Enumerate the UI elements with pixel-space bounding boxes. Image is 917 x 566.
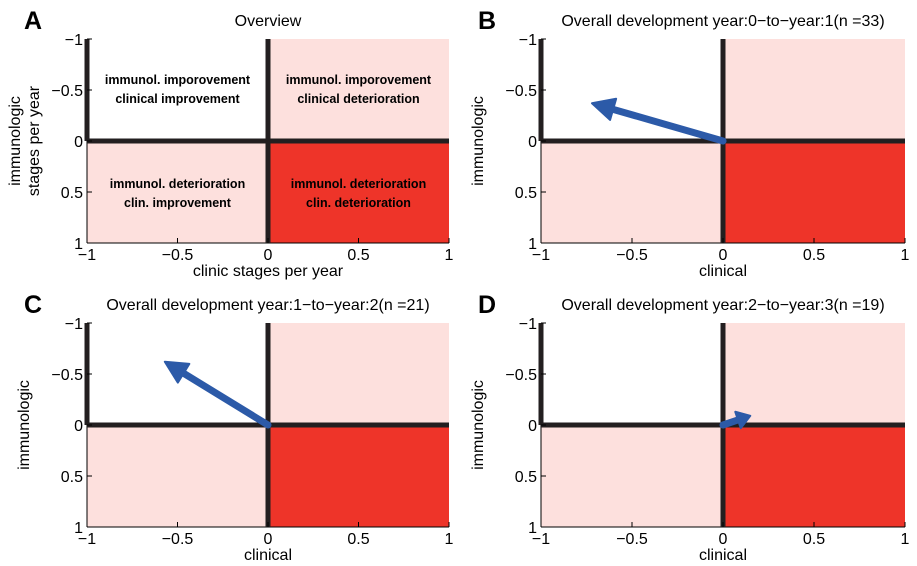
x-tick-label: 0 <box>264 247 273 264</box>
y-tick-label: −0.5 <box>505 367 537 384</box>
x-tick-label: −1 <box>532 531 550 548</box>
quadrant-bottom-left <box>87 425 268 527</box>
y-tick-label: 0 <box>74 134 83 151</box>
y-axis-label: stages per year <box>26 85 43 196</box>
x-tick-label: −0.5 <box>162 531 194 548</box>
x-tick-label: 0 <box>719 531 728 548</box>
y-tick-label: −1 <box>519 32 537 49</box>
y-tick-label: −1 <box>65 316 83 333</box>
y-axis-label: immunologic <box>7 96 24 186</box>
quadrant-top-right <box>268 39 449 141</box>
y-tick-label: 0 <box>528 134 537 151</box>
x-tick-label: 0.5 <box>347 531 369 548</box>
x-tick-label: 1 <box>901 531 910 548</box>
x-tick-label: 0.5 <box>803 247 825 264</box>
arrow-shaft <box>609 105 727 145</box>
quadrant-bottom-left <box>541 141 723 243</box>
panel-title: Overall development year:0−to−year:1(n =… <box>561 13 884 30</box>
panel-b: −1 −1 −0.5 −0.5 0 0 0.5 0.5 1 1 B Overall developme… <box>470 7 910 280</box>
panel-c: −1 −1 −0.5 −0.5 0 0 0.5 0.5 1 1 C Overall developme… <box>16 291 454 564</box>
x-tick-label: 1 <box>445 531 454 548</box>
arrow-head <box>163 360 191 384</box>
y-tick-label: 0 <box>74 418 83 435</box>
x-axis-label: clinical <box>699 547 747 564</box>
panel-letter: A <box>24 7 42 35</box>
y-tick-label: 1 <box>528 236 537 253</box>
arrow-head <box>734 410 752 430</box>
quadrant-bottom-right <box>268 425 449 527</box>
y-tick-label: −0.5 <box>51 367 83 384</box>
x-tick-label: −0.5 <box>616 247 648 264</box>
quadrant-label-bottom-left: immunol. deterioration <box>110 177 245 191</box>
quadrant-label-bottom-left: clin. improvement <box>124 196 232 210</box>
y-tick-label: 0.5 <box>61 185 83 202</box>
y-tick-label: 0.5 <box>515 469 537 486</box>
quadrant-label-bottom-right: immunol. deterioration <box>291 177 426 191</box>
y-tick-label: 0.5 <box>61 469 83 486</box>
y-axis-label: immunologic <box>470 380 487 470</box>
panel-title: Overall development year:1−to−year:2(n =… <box>106 297 429 314</box>
x-tick-label: −1 <box>78 247 96 264</box>
x-tick-label: 0.5 <box>347 247 369 264</box>
panel-letter: C <box>24 291 42 319</box>
x-tick-label: 1 <box>445 247 454 264</box>
quadrant-bottom-right <box>723 141 905 243</box>
x-tick-label: −1 <box>532 247 550 264</box>
y-axis-label: immunologic <box>16 380 33 470</box>
panel-letter: D <box>478 291 496 319</box>
y-tick-label: 1 <box>74 236 83 253</box>
quadrant-label-top-left: clinical improvement <box>115 92 240 106</box>
quadrant-top-left <box>541 323 723 425</box>
panel-d: −1 −1 −0.5 −0.5 0 0 0.5 0.5 1 1 D Overall developme… <box>470 291 910 564</box>
y-tick-label: 1 <box>74 520 83 537</box>
quadrant-label-top-right: clinical deterioration <box>297 92 419 106</box>
quadrant-top-right <box>723 39 905 141</box>
x-tick-label: 0.5 <box>803 531 825 548</box>
quadrant-top-right <box>268 323 449 425</box>
arrow-shaft <box>719 416 742 429</box>
panel-title: Overview <box>235 13 302 30</box>
quadrant-top-left <box>541 39 723 141</box>
y-tick-label: −0.5 <box>51 83 83 100</box>
quadrant-bottom-right <box>268 141 449 243</box>
panel-title: Overall development year:2−to−year:3(n =… <box>561 297 884 314</box>
x-tick-label: −0.5 <box>162 247 194 264</box>
y-tick-label: −1 <box>65 32 83 49</box>
x-tick-label: 1 <box>901 247 910 264</box>
quadrant-bottom-left <box>541 425 723 527</box>
x-axis-label: clinic stages per year <box>193 263 344 280</box>
y-tick-label: 0 <box>528 418 537 435</box>
panel-a: −1 −1 −0.5 −0.5 0 0 0.5 0.5 1 1 A Overview clinic st… <box>7 7 454 280</box>
quadrant-bottom-right <box>723 425 905 527</box>
y-tick-label: −1 <box>519 316 537 333</box>
panel-letter: B <box>478 7 496 35</box>
y-axis-label: immunologic <box>470 96 487 186</box>
y-tick-label: 0.5 <box>515 185 537 202</box>
x-tick-label: −1 <box>78 531 96 548</box>
quadrant-label-top-left: immunol. imporovement <box>105 73 251 87</box>
y-tick-label: −0.5 <box>505 83 537 100</box>
arrow-head <box>590 97 618 121</box>
quadrant-top-right <box>723 323 905 425</box>
x-tick-label: 0 <box>719 247 728 264</box>
x-axis-label: clinical <box>244 547 292 564</box>
quadrant-label-top-right: immunol. imporovement <box>286 73 432 87</box>
quadrant-label-bottom-right: clin. deterioration <box>306 196 411 210</box>
x-axis-label: clinical <box>699 263 747 280</box>
x-tick-label: 0 <box>264 531 273 548</box>
x-tick-label: −0.5 <box>616 531 648 548</box>
quadrant-top-left <box>87 39 268 141</box>
arrow-shaft <box>180 369 272 429</box>
quadrant-bottom-left <box>87 141 268 243</box>
y-tick-label: 1 <box>528 520 537 537</box>
